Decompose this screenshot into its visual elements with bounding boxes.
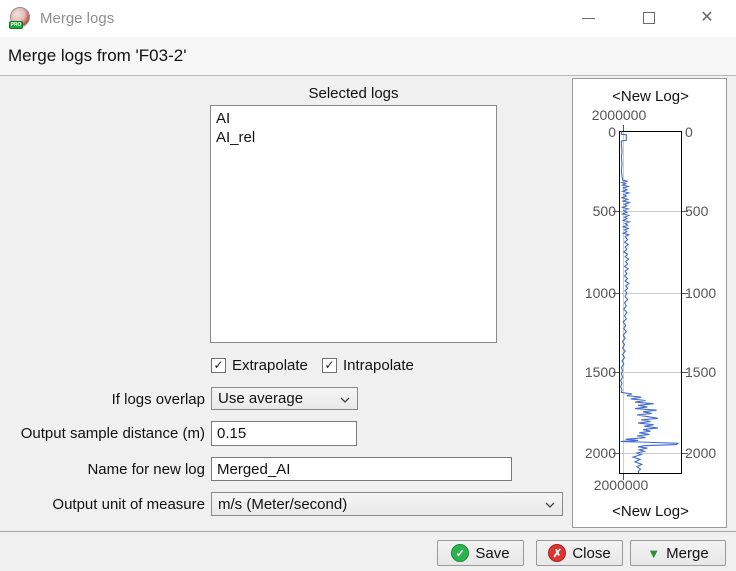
unit-select[interactable]: m/s (Meter/second) <box>211 492 563 516</box>
depth-tick-label: 2000 <box>685 445 717 461</box>
axis-tick <box>682 211 688 212</box>
depth-gridline <box>620 293 681 294</box>
overlap-label: If logs overlap <box>111 391 205 408</box>
depth-gridline <box>620 453 681 454</box>
close-button-label: Close <box>572 544 611 562</box>
button-separator <box>0 531 736 532</box>
unit-label: Output unit of measure <box>52 496 205 513</box>
chevron-down-icon <box>545 502 555 508</box>
axis-tick <box>682 293 688 294</box>
new-log-title-bottom: <New Log> <box>612 503 689 520</box>
axis-tick <box>613 453 619 454</box>
new-log-name-value: Merged_AI <box>217 460 291 478</box>
new-log-title-top: <New Log> <box>612 88 689 105</box>
save-button[interactable]: ✓ Save <box>437 540 524 566</box>
save-button-label: Save <box>475 544 510 562</box>
log-preview-panel: <New Log> 2000000 0 0 500 500 1000 1000 … <box>572 78 727 528</box>
intrapolate-label: Intrapolate <box>343 357 414 374</box>
overlap-select[interactable]: Use average <box>211 387 358 410</box>
close-icon: ✕ <box>700 9 714 26</box>
maximize-icon <box>643 12 655 24</box>
selected-logs-listbox[interactable]: AI AI_rel <box>210 105 497 343</box>
close-window-button[interactable]: ✕ <box>684 0 730 36</box>
axis-tick <box>613 293 619 294</box>
unit-selected-value: m/s (Meter/second) <box>218 495 348 513</box>
minimize-icon <box>581 17 595 19</box>
depth-tick-label: 500 <box>592 203 616 219</box>
sample-distance-label: Output sample distance (m) <box>20 425 205 442</box>
log-plot-box <box>619 131 682 474</box>
list-item-log[interactable]: AI_rel <box>216 129 256 146</box>
title-bar: PRO Merge logs ✕ <box>0 0 736 37</box>
depth-tick-label: 1500 <box>685 364 717 380</box>
opendtect-pro-app-icon: PRO <box>9 7 31 29</box>
sample-distance-input[interactable]: 0.15 <box>211 421 357 446</box>
log-curve-svg <box>619 131 680 474</box>
list-item-log[interactable]: AI <box>216 110 231 127</box>
axis-tick <box>613 211 619 212</box>
close-button[interactable]: ✗ Close <box>536 540 623 566</box>
depth-tick-label: 1000 <box>685 285 717 301</box>
depth-tick-label: 0 <box>608 124 616 140</box>
depth-tick-label: 1000 <box>584 285 616 301</box>
new-log-name-input[interactable]: Merged_AI <box>211 457 512 481</box>
checkbox-check-icon[interactable]: ✓ <box>211 358 226 373</box>
dialog-header: Merge logs from 'F03-2' <box>0 37 736 76</box>
value-axis-label-bottom: 2000000 <box>593 477 649 493</box>
axis-tick <box>623 125 624 131</box>
save-check-icon: ✓ <box>451 544 470 562</box>
new-log-name-label: Name for new log <box>87 461 205 478</box>
depth-tick-label: 2000 <box>584 445 616 461</box>
extrapolate-label: Extrapolate <box>232 357 308 374</box>
maximize-button[interactable] <box>626 0 672 36</box>
chevron-down-icon <box>340 397 350 403</box>
axis-tick <box>682 453 688 454</box>
merge-button-label: Merge <box>666 544 709 562</box>
depth-gridline <box>620 211 681 212</box>
depth-tick-label: 500 <box>685 203 709 219</box>
overlap-selected-value: Use average <box>218 390 304 407</box>
value-gridline <box>623 132 624 473</box>
sample-distance-value: 0.15 <box>217 425 247 442</box>
window-title: Merge logs <box>40 10 115 27</box>
depth-gridline <box>620 372 681 373</box>
merge-button[interactable]: ▼ Merge <box>630 540 726 566</box>
intrapolate-checkbox[interactable]: ✓ Intrapolate <box>322 357 414 374</box>
axis-tick <box>682 372 688 373</box>
minimize-button[interactable] <box>565 0 611 36</box>
depth-tick-label: 1500 <box>584 364 616 380</box>
axis-tick <box>613 372 619 373</box>
pro-badge: PRO <box>9 21 23 29</box>
log-curve <box>619 131 680 474</box>
depth-tick-label: 0 <box>685 124 693 140</box>
checkbox-check-icon[interactable]: ✓ <box>322 358 337 373</box>
merge-triangle-icon: ▼ <box>647 545 661 561</box>
dialog-header-title: Merge logs from 'F03-2' <box>8 46 187 65</box>
extrapolate-checkbox[interactable]: ✓ Extrapolate <box>211 357 308 374</box>
selected-logs-label: Selected logs <box>308 85 399 102</box>
close-x-icon: ✗ <box>548 544 567 562</box>
axis-tick <box>623 474 624 480</box>
value-axis-label-top: 2000000 <box>591 107 647 123</box>
